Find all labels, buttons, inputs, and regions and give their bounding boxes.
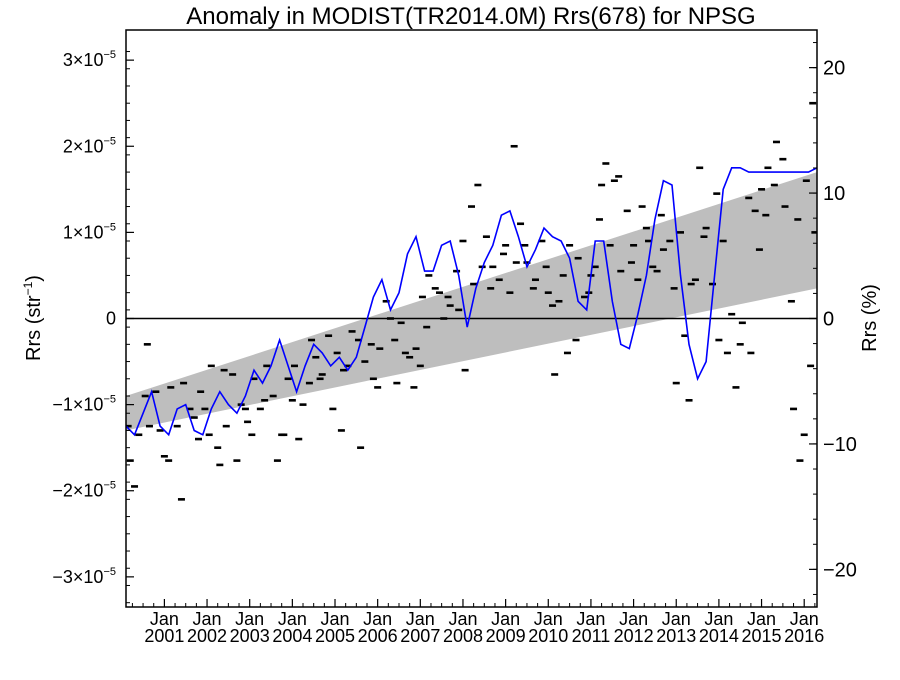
left-y-tick-label: −1×10−5 (52, 394, 116, 415)
left-y-tick-label: 2×10−5 (63, 135, 116, 156)
right-y-tick-label: 10 (823, 183, 845, 205)
left-y-axis: 3×10−5 2×10−5 1×10−5 0 −1×10−5 −2×10−5 −3×10−5 (52, 49, 134, 604)
smoothed-line-layer (126, 167, 817, 437)
x-tick-month-label: Jan (747, 609, 776, 629)
x-tick-year-label: 2004 (272, 626, 312, 646)
x-tick-month-label: Jan (619, 609, 648, 629)
right-y-axis: 20 10 0 −10 −20 (809, 42, 857, 595)
x-tick-year-label: 2013 (656, 626, 696, 646)
x-tick-month-label: Jan (790, 609, 819, 629)
x-tick-year-label: 2007 (400, 626, 440, 646)
x-tick-month-label: Jan (704, 609, 733, 629)
smoothed-series-line (126, 167, 817, 437)
x-tick-month-label: Jan (406, 609, 435, 629)
uncertainty-band-layer (126, 172, 817, 431)
left-y-axis-label: Rrs (str−1) (21, 275, 45, 361)
x-tick-year-label: 2002 (187, 626, 227, 646)
x-tick-year-label: 2003 (230, 626, 270, 646)
x-tick-year-label: 2016 (784, 626, 824, 646)
right-y-tick-label: 0 (823, 309, 834, 331)
left-y-axis-label-close: ) (23, 275, 45, 282)
x-tick-year-label: 2001 (144, 626, 184, 646)
x-tick-month-label: Jan (662, 609, 691, 629)
x-tick-year-label: 2014 (699, 626, 739, 646)
uncertainty-band (126, 172, 817, 431)
x-tick-year-label: 2006 (358, 626, 398, 646)
x-tick-month-label: Jan (278, 609, 307, 629)
x-tick-month-label: Jan (150, 609, 179, 629)
chart-title: Anomaly in MODIST(TR2014.0M) Rrs(678) fo… (186, 3, 755, 30)
x-tick-month-label: Jan (448, 609, 477, 629)
x-axis: Jan2001Jan2002Jan2003Jan2004Jan2005Jan20… (131, 599, 824, 646)
x-tick-month-label: Jan (576, 609, 605, 629)
x-tick-month-label: Jan (320, 609, 349, 629)
left-y-tick-label: 1×10−5 (63, 221, 116, 242)
x-tick-year-label: 2012 (614, 626, 654, 646)
left-y-axis-label-text: Rrs (str (23, 295, 45, 361)
right-y-tick-label: 20 (823, 58, 845, 80)
x-tick-year-label: 2010 (528, 626, 568, 646)
left-y-tick-label: −3×10−5 (52, 566, 116, 587)
left-y-axis-label-unit-sup: −1 (21, 281, 35, 295)
x-tick-year-label: 2015 (742, 626, 782, 646)
x-tick-month-label: Jan (193, 609, 222, 629)
right-y-axis-label: Rrs (%) (859, 284, 881, 352)
left-y-tick-label: −2×10−5 (52, 480, 116, 501)
x-tick-year-label: 2009 (486, 626, 526, 646)
x-tick-month-label: Jan (235, 609, 264, 629)
left-y-tick-label: 3×10−5 (63, 49, 116, 70)
x-tick-year-label: 2011 (572, 626, 611, 646)
x-tick-year-label: 2008 (443, 626, 483, 646)
right-y-tick-label: −10 (823, 434, 857, 456)
x-tick-year-label: 2005 (315, 626, 355, 646)
right-y-tick-label: −20 (823, 559, 857, 581)
left-y-tick-label: 0 (106, 309, 116, 329)
x-tick-month-label: Jan (534, 609, 563, 629)
x-tick-month-label: Jan (491, 609, 520, 629)
monthly-points-layer (126, 101, 817, 501)
x-tick-month-label: Jan (363, 609, 392, 629)
